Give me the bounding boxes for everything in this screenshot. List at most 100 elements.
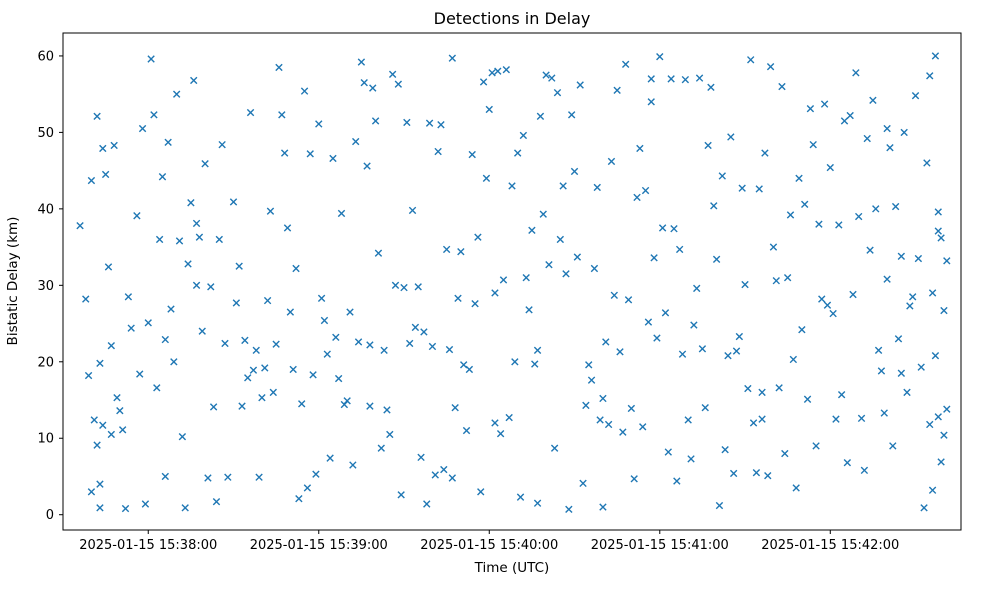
scatter-point	[474, 233, 482, 241]
scatter-point	[607, 157, 616, 166]
scatter-point	[457, 247, 465, 256]
scatter-point	[741, 280, 749, 289]
scatter-point	[550, 444, 559, 452]
scatter-point	[829, 309, 837, 318]
scatter-point	[96, 480, 104, 488]
scatter-point	[263, 296, 272, 305]
scatter-point	[636, 144, 644, 153]
y-tick-label: 30	[37, 279, 54, 294]
scatter-point	[451, 403, 459, 412]
scatter-point	[837, 390, 846, 399]
scatter-point	[448, 474, 457, 482]
scatter-point	[619, 428, 627, 436]
scatter-point	[442, 245, 451, 254]
scatter-point	[556, 235, 565, 244]
scatter-point	[565, 505, 573, 514]
scatter-point	[883, 124, 891, 133]
scatter-point	[792, 484, 800, 492]
scatter-point	[553, 88, 562, 97]
y-axis-label: Bistatic Delay (km)	[5, 217, 21, 346]
scatter-point	[931, 351, 940, 360]
scatter-point	[806, 105, 815, 113]
scatter-point	[539, 210, 547, 218]
scatter-point	[468, 150, 476, 159]
scatter-point	[724, 351, 732, 360]
scatter-point	[320, 316, 329, 325]
y-tick-label: 40	[37, 202, 54, 217]
scatter-point	[920, 504, 928, 512]
scatter-point	[275, 63, 283, 72]
scatter-point	[343, 397, 351, 405]
scatter-point	[926, 72, 934, 80]
scatter-point	[519, 131, 528, 140]
scatter-point	[928, 289, 937, 297]
scatter-point	[906, 302, 914, 310]
scatter-point	[295, 494, 303, 503]
scatter-point	[860, 466, 869, 475]
scatter-point	[388, 70, 397, 78]
scatter-point	[491, 289, 499, 297]
scatter-point	[485, 105, 493, 114]
scatter-point	[215, 235, 223, 244]
scatter-point	[712, 255, 721, 264]
scatter-point	[93, 441, 101, 449]
y-tick-label: 20	[37, 355, 54, 370]
scatter-point	[690, 321, 698, 329]
scatter-point	[246, 108, 255, 117]
scatter-point	[150, 111, 158, 119]
scatter-point	[522, 273, 530, 282]
scatter-point	[670, 225, 678, 233]
scatter-point	[158, 173, 167, 181]
scatter-point	[172, 90, 181, 98]
scatter-point	[192, 281, 201, 290]
scatter-point	[917, 363, 925, 371]
scatter-point	[778, 82, 786, 91]
scatter-point	[934, 208, 942, 216]
scatter-point	[897, 252, 906, 260]
scatter-point	[525, 306, 533, 314]
scatter-point	[448, 54, 457, 62]
scatter-point	[303, 484, 312, 492]
scatter-point	[354, 338, 363, 346]
scatter-point	[221, 339, 229, 348]
scatter-point	[204, 474, 212, 482]
scatter-point	[261, 364, 269, 372]
scatter-point	[312, 470, 320, 478]
scatter-point	[531, 360, 539, 368]
scatter-point	[593, 183, 601, 192]
scatter-point	[567, 111, 576, 119]
scatter-point	[280, 149, 289, 157]
scatter-point	[99, 421, 107, 429]
scatter-point	[178, 433, 187, 441]
scatter-point	[488, 69, 496, 77]
scatter-point	[334, 374, 343, 383]
scatter-point	[880, 409, 888, 417]
scatter-point	[681, 75, 690, 84]
scatter-point	[644, 318, 653, 326]
scatter-point	[187, 199, 195, 207]
scatter-point	[113, 394, 121, 402]
scatter-point	[84, 371, 93, 380]
scatter-point	[866, 246, 874, 254]
scatter-point	[357, 58, 366, 66]
scatter-point	[238, 402, 246, 410]
scatter-point	[87, 488, 96, 496]
scatter-point	[766, 62, 775, 71]
scatter-point	[610, 291, 618, 299]
scatter-point	[218, 140, 226, 149]
scatter-point	[366, 402, 374, 410]
scatter-point	[695, 74, 704, 82]
scatter-point	[408, 206, 417, 215]
scatter-point	[155, 235, 164, 244]
scatter-point	[255, 473, 263, 481]
scatter-point	[687, 455, 695, 463]
scatter-point	[789, 355, 798, 364]
scatter-point	[775, 384, 783, 392]
scatter-point	[633, 193, 641, 202]
y-tick-label: 60	[37, 49, 54, 64]
scatter-point	[832, 415, 840, 423]
scatter-point	[641, 186, 650, 195]
scatter-point	[90, 416, 98, 424]
scatter-point	[96, 359, 104, 368]
